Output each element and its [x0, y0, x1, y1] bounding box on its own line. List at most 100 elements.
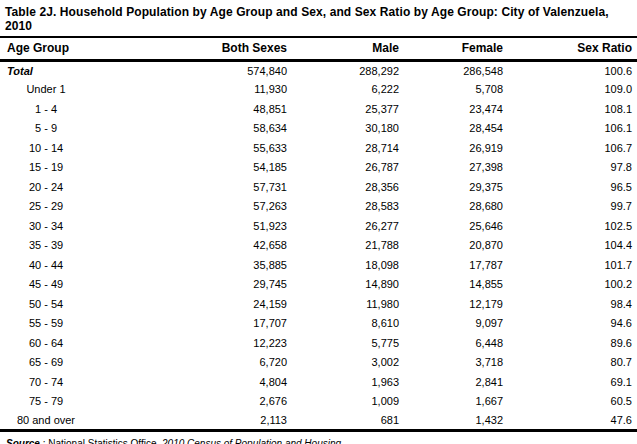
table-row: 30 - 34 51,923 26,277 25,646 102.5	[0, 216, 637, 236]
both-sexes-cell: 55,633	[150, 138, 292, 158]
both-sexes-cell: 35,885	[150, 255, 292, 275]
table-row: Under 1 11,930 6,222 5,708 109.0	[0, 80, 637, 100]
table-row: 35 - 39 42,658 21,788 20,870 104.4	[0, 236, 637, 256]
age-group-label: 25 - 29	[0, 200, 92, 212]
sex-ratio-cell: 96.5	[508, 177, 637, 197]
female-cell: 14,855	[404, 275, 508, 295]
sex-ratio-cell: 108.1	[508, 99, 637, 119]
female-cell: 5,708	[404, 80, 508, 100]
table-row: 10 - 14 55,633 28,714 26,919 106.7	[0, 138, 637, 158]
population-table: Age Group Both Sexes Male Female Sex Rat…	[0, 38, 637, 432]
female-cell: 20,870	[404, 236, 508, 256]
total-both-sexes: 574,840	[150, 60, 292, 80]
female-cell: 1,432	[404, 411, 508, 431]
male-cell: 26,787	[292, 158, 404, 178]
both-sexes-cell: 48,851	[150, 99, 292, 119]
header-row: Age Group Both Sexes Male Female Sex Rat…	[0, 38, 637, 60]
age-group-cell: 5 - 9	[0, 119, 150, 139]
both-sexes-cell: 57,731	[150, 177, 292, 197]
table-row: 60 - 64 12,223 5,775 6,448 89.6	[0, 333, 637, 353]
age-group-label: 70 - 74	[0, 376, 92, 388]
female-cell: 2,841	[404, 372, 508, 392]
header-both-sexes: Both Sexes	[150, 38, 292, 60]
table-row: 80 and over 2,113 681 1,432 47.6	[0, 411, 637, 431]
header-female: Female	[404, 38, 508, 60]
total-female: 286,548	[404, 60, 508, 80]
total-label: Total	[0, 60, 150, 80]
both-sexes-cell: 6,720	[150, 353, 292, 373]
table-row: 70 - 74 4,804 1,963 2,841 69.1	[0, 372, 637, 392]
age-group-cell: 70 - 74	[0, 372, 150, 392]
age-group-label: 75 - 79	[0, 395, 92, 407]
table-row: 20 - 24 57,731 28,356 29,375 96.5	[0, 177, 637, 197]
both-sexes-cell: 12,223	[150, 333, 292, 353]
age-group-cell: 10 - 14	[0, 138, 150, 158]
female-cell: 12,179	[404, 294, 508, 314]
age-group-cell: 40 - 44	[0, 255, 150, 275]
total-sex-ratio: 100.6	[508, 60, 637, 80]
total-row: Total 574,840 288,292 286,548 100.6	[0, 60, 637, 80]
female-cell: 6,448	[404, 333, 508, 353]
sex-ratio-cell: 80.7	[508, 353, 637, 373]
age-group-cell: 20 - 24	[0, 177, 150, 197]
header-sex-ratio: Sex Ratio	[508, 38, 637, 60]
sex-ratio-cell: 101.7	[508, 255, 637, 275]
male-cell: 18,098	[292, 255, 404, 275]
male-cell: 6,222	[292, 80, 404, 100]
male-cell: 21,788	[292, 236, 404, 256]
age-group-label: 30 - 34	[0, 220, 92, 232]
sex-ratio-cell: 99.7	[508, 197, 637, 217]
female-cell: 9,097	[404, 314, 508, 334]
age-group-label: 15 - 19	[0, 161, 92, 173]
age-group-label: Under 1	[0, 83, 92, 95]
age-group-cell: 45 - 49	[0, 275, 150, 295]
both-sexes-cell: 58,634	[150, 119, 292, 139]
female-cell: 3,718	[404, 353, 508, 373]
age-group-label: 65 - 69	[0, 356, 92, 368]
table-row: 5 - 9 58,634 30,180 28,454 106.1	[0, 119, 637, 139]
both-sexes-cell: 57,263	[150, 197, 292, 217]
age-group-label: 60 - 64	[0, 337, 92, 349]
male-cell: 30,180	[292, 119, 404, 139]
age-group-label: 40 - 44	[0, 259, 92, 271]
source-citation: 2010 Census of Population and Housing	[162, 438, 341, 444]
male-cell: 3,002	[292, 353, 404, 373]
male-cell: 5,775	[292, 333, 404, 353]
both-sexes-cell: 2,676	[150, 392, 292, 412]
age-group-label: 10 - 14	[0, 142, 92, 154]
age-group-cell: Under 1	[0, 80, 150, 100]
age-group-label: 45 - 49	[0, 278, 92, 290]
both-sexes-cell: 4,804	[150, 372, 292, 392]
table-row: 40 - 44 35,885 18,098 17,787 101.7	[0, 255, 637, 275]
male-cell: 1,009	[292, 392, 404, 412]
sex-ratio-cell: 97.8	[508, 158, 637, 178]
sex-ratio-cell: 100.2	[508, 275, 637, 295]
table-row: 55 - 59 17,707 8,610 9,097 94.6	[0, 314, 637, 334]
male-cell: 28,356	[292, 177, 404, 197]
age-group-cell: 25 - 29	[0, 197, 150, 217]
sex-ratio-cell: 109.0	[508, 80, 637, 100]
sex-ratio-cell: 94.6	[508, 314, 637, 334]
sex-ratio-cell: 89.6	[508, 333, 637, 353]
age-group-label: 5 - 9	[0, 122, 92, 134]
table-row: 1 - 4 48,851 25,377 23,474 108.1	[0, 99, 637, 119]
sex-ratio-cell: 69.1	[508, 372, 637, 392]
age-group-cell: 30 - 34	[0, 216, 150, 236]
female-cell: 27,398	[404, 158, 508, 178]
table-title: Table 2J. Household Population by Age Gr…	[0, 0, 637, 38]
female-cell: 1,667	[404, 392, 508, 412]
sex-ratio-cell: 102.5	[508, 216, 637, 236]
male-cell: 25,377	[292, 99, 404, 119]
both-sexes-cell: 54,185	[150, 158, 292, 178]
female-cell: 28,680	[404, 197, 508, 217]
age-group-cell: 1 - 4	[0, 99, 150, 119]
male-cell: 28,714	[292, 138, 404, 158]
male-cell: 8,610	[292, 314, 404, 334]
male-cell: 14,890	[292, 275, 404, 295]
both-sexes-cell: 51,923	[150, 216, 292, 236]
header-male: Male	[292, 38, 404, 60]
sex-ratio-cell: 47.6	[508, 411, 637, 431]
header-age-group: Age Group	[0, 38, 150, 60]
age-group-label: 55 - 59	[0, 317, 92, 329]
source-text: National Statistics Office,	[48, 438, 159, 444]
